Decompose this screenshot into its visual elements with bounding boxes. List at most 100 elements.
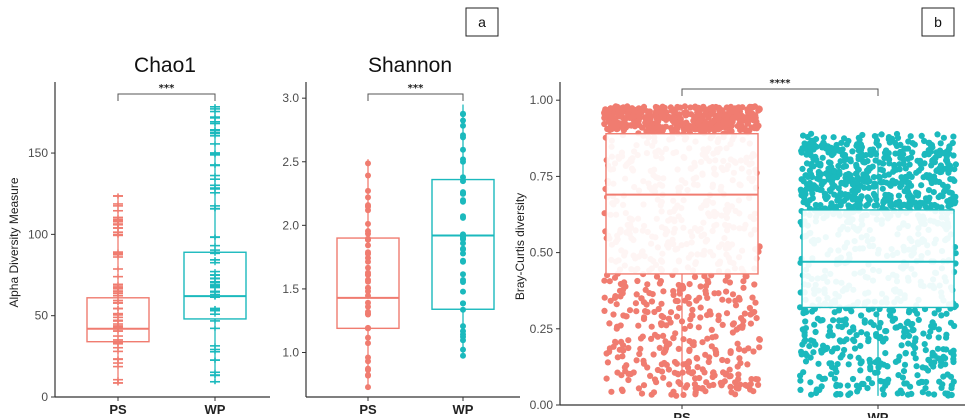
- data-point: [746, 109, 754, 116]
- data-point: [644, 281, 651, 288]
- data-point: [927, 328, 934, 335]
- data-point: [881, 172, 889, 179]
- data-point: [815, 360, 822, 367]
- data-point: [607, 297, 614, 304]
- data-point: [931, 391, 938, 398]
- data-point: [642, 114, 649, 121]
- data-point: [728, 122, 735, 129]
- data-point: [831, 167, 838, 175]
- data-point: [913, 363, 920, 370]
- data-point: [897, 322, 904, 329]
- data-point: [724, 357, 731, 364]
- data-point: [606, 278, 613, 285]
- data-point: [858, 150, 865, 158]
- data-point: [693, 297, 700, 304]
- data-point: [460, 198, 466, 205]
- data-point: [707, 119, 715, 126]
- y-tick-label: 0.50: [530, 246, 554, 260]
- data-point: [744, 118, 752, 126]
- data-point: [633, 357, 640, 364]
- data-point: [812, 136, 820, 143]
- data-point: [833, 145, 840, 152]
- data-point: [365, 255, 371, 261]
- panel-label-b-text: b: [934, 14, 942, 30]
- data-point: [606, 348, 613, 355]
- data-point: [897, 180, 904, 187]
- data-point: [809, 190, 816, 197]
- data-point: [865, 184, 873, 191]
- data-point: [828, 360, 835, 367]
- data-point: [897, 387, 904, 394]
- data-point: [881, 378, 888, 385]
- data-point: [632, 300, 640, 307]
- data-point: [935, 326, 943, 333]
- data-point: [720, 369, 727, 376]
- y-tick-label: 1.0: [282, 345, 299, 359]
- data-point: [865, 168, 872, 175]
- data-point: [894, 134, 902, 141]
- data-point: [865, 375, 872, 382]
- data-point: [923, 378, 930, 386]
- data-point: [701, 369, 708, 376]
- box-wp: [431, 104, 495, 359]
- data-point: [838, 139, 845, 146]
- y-tick-label: 2.5: [282, 155, 299, 169]
- data-point: [740, 317, 747, 325]
- data-point: [804, 199, 811, 206]
- data-point: [840, 163, 847, 170]
- significance-bracket: ***: [367, 83, 464, 101]
- box-body: [86, 297, 150, 343]
- data-point: [834, 361, 841, 368]
- data-point: [365, 264, 371, 271]
- data-point: [726, 366, 733, 373]
- data-point: [909, 149, 916, 156]
- data-point: [640, 103, 648, 110]
- x-tick-label: PS: [673, 410, 691, 418]
- data-point: [901, 201, 908, 208]
- data-point: [918, 132, 925, 139]
- data-point: [640, 299, 648, 306]
- box-body: [801, 209, 955, 309]
- data-point: [460, 288, 466, 295]
- data-point: [901, 361, 909, 368]
- data-point: [886, 307, 893, 314]
- data-point: [836, 168, 843, 175]
- data-point: [802, 172, 810, 179]
- data-point: [931, 310, 938, 317]
- data-point: [886, 160, 893, 167]
- data-point: [630, 113, 637, 120]
- data-point: [657, 278, 665, 285]
- data-point: [891, 166, 898, 173]
- data-point: [843, 192, 851, 199]
- data-point: [929, 349, 936, 356]
- data-point: [817, 162, 824, 169]
- data-point: [812, 201, 820, 209]
- data-point: [673, 313, 681, 320]
- bracket-line: [681, 88, 879, 96]
- data-point: [651, 308, 658, 316]
- panel-label-b: b: [921, 7, 955, 37]
- data-point: [800, 178, 807, 185]
- data-point: [662, 123, 670, 130]
- data-point: [920, 330, 927, 337]
- data-point: [849, 181, 856, 188]
- data-point: [460, 236, 466, 243]
- data-point: [929, 157, 936, 164]
- data-point: [754, 376, 761, 383]
- data-point: [620, 127, 628, 134]
- data-point: [601, 294, 608, 301]
- data-point: [670, 288, 677, 295]
- data-point: [934, 345, 942, 352]
- data-point: [858, 312, 865, 319]
- data-point: [943, 157, 950, 164]
- data-point: [605, 118, 612, 125]
- data-point: [935, 334, 942, 341]
- data-point: [879, 338, 887, 345]
- box-wp: [183, 104, 247, 385]
- data-point: [922, 347, 929, 354]
- box-body: [605, 133, 759, 275]
- data-point: [841, 135, 848, 142]
- data-point: [937, 362, 944, 369]
- data-point: [828, 348, 836, 355]
- data-point: [847, 172, 854, 179]
